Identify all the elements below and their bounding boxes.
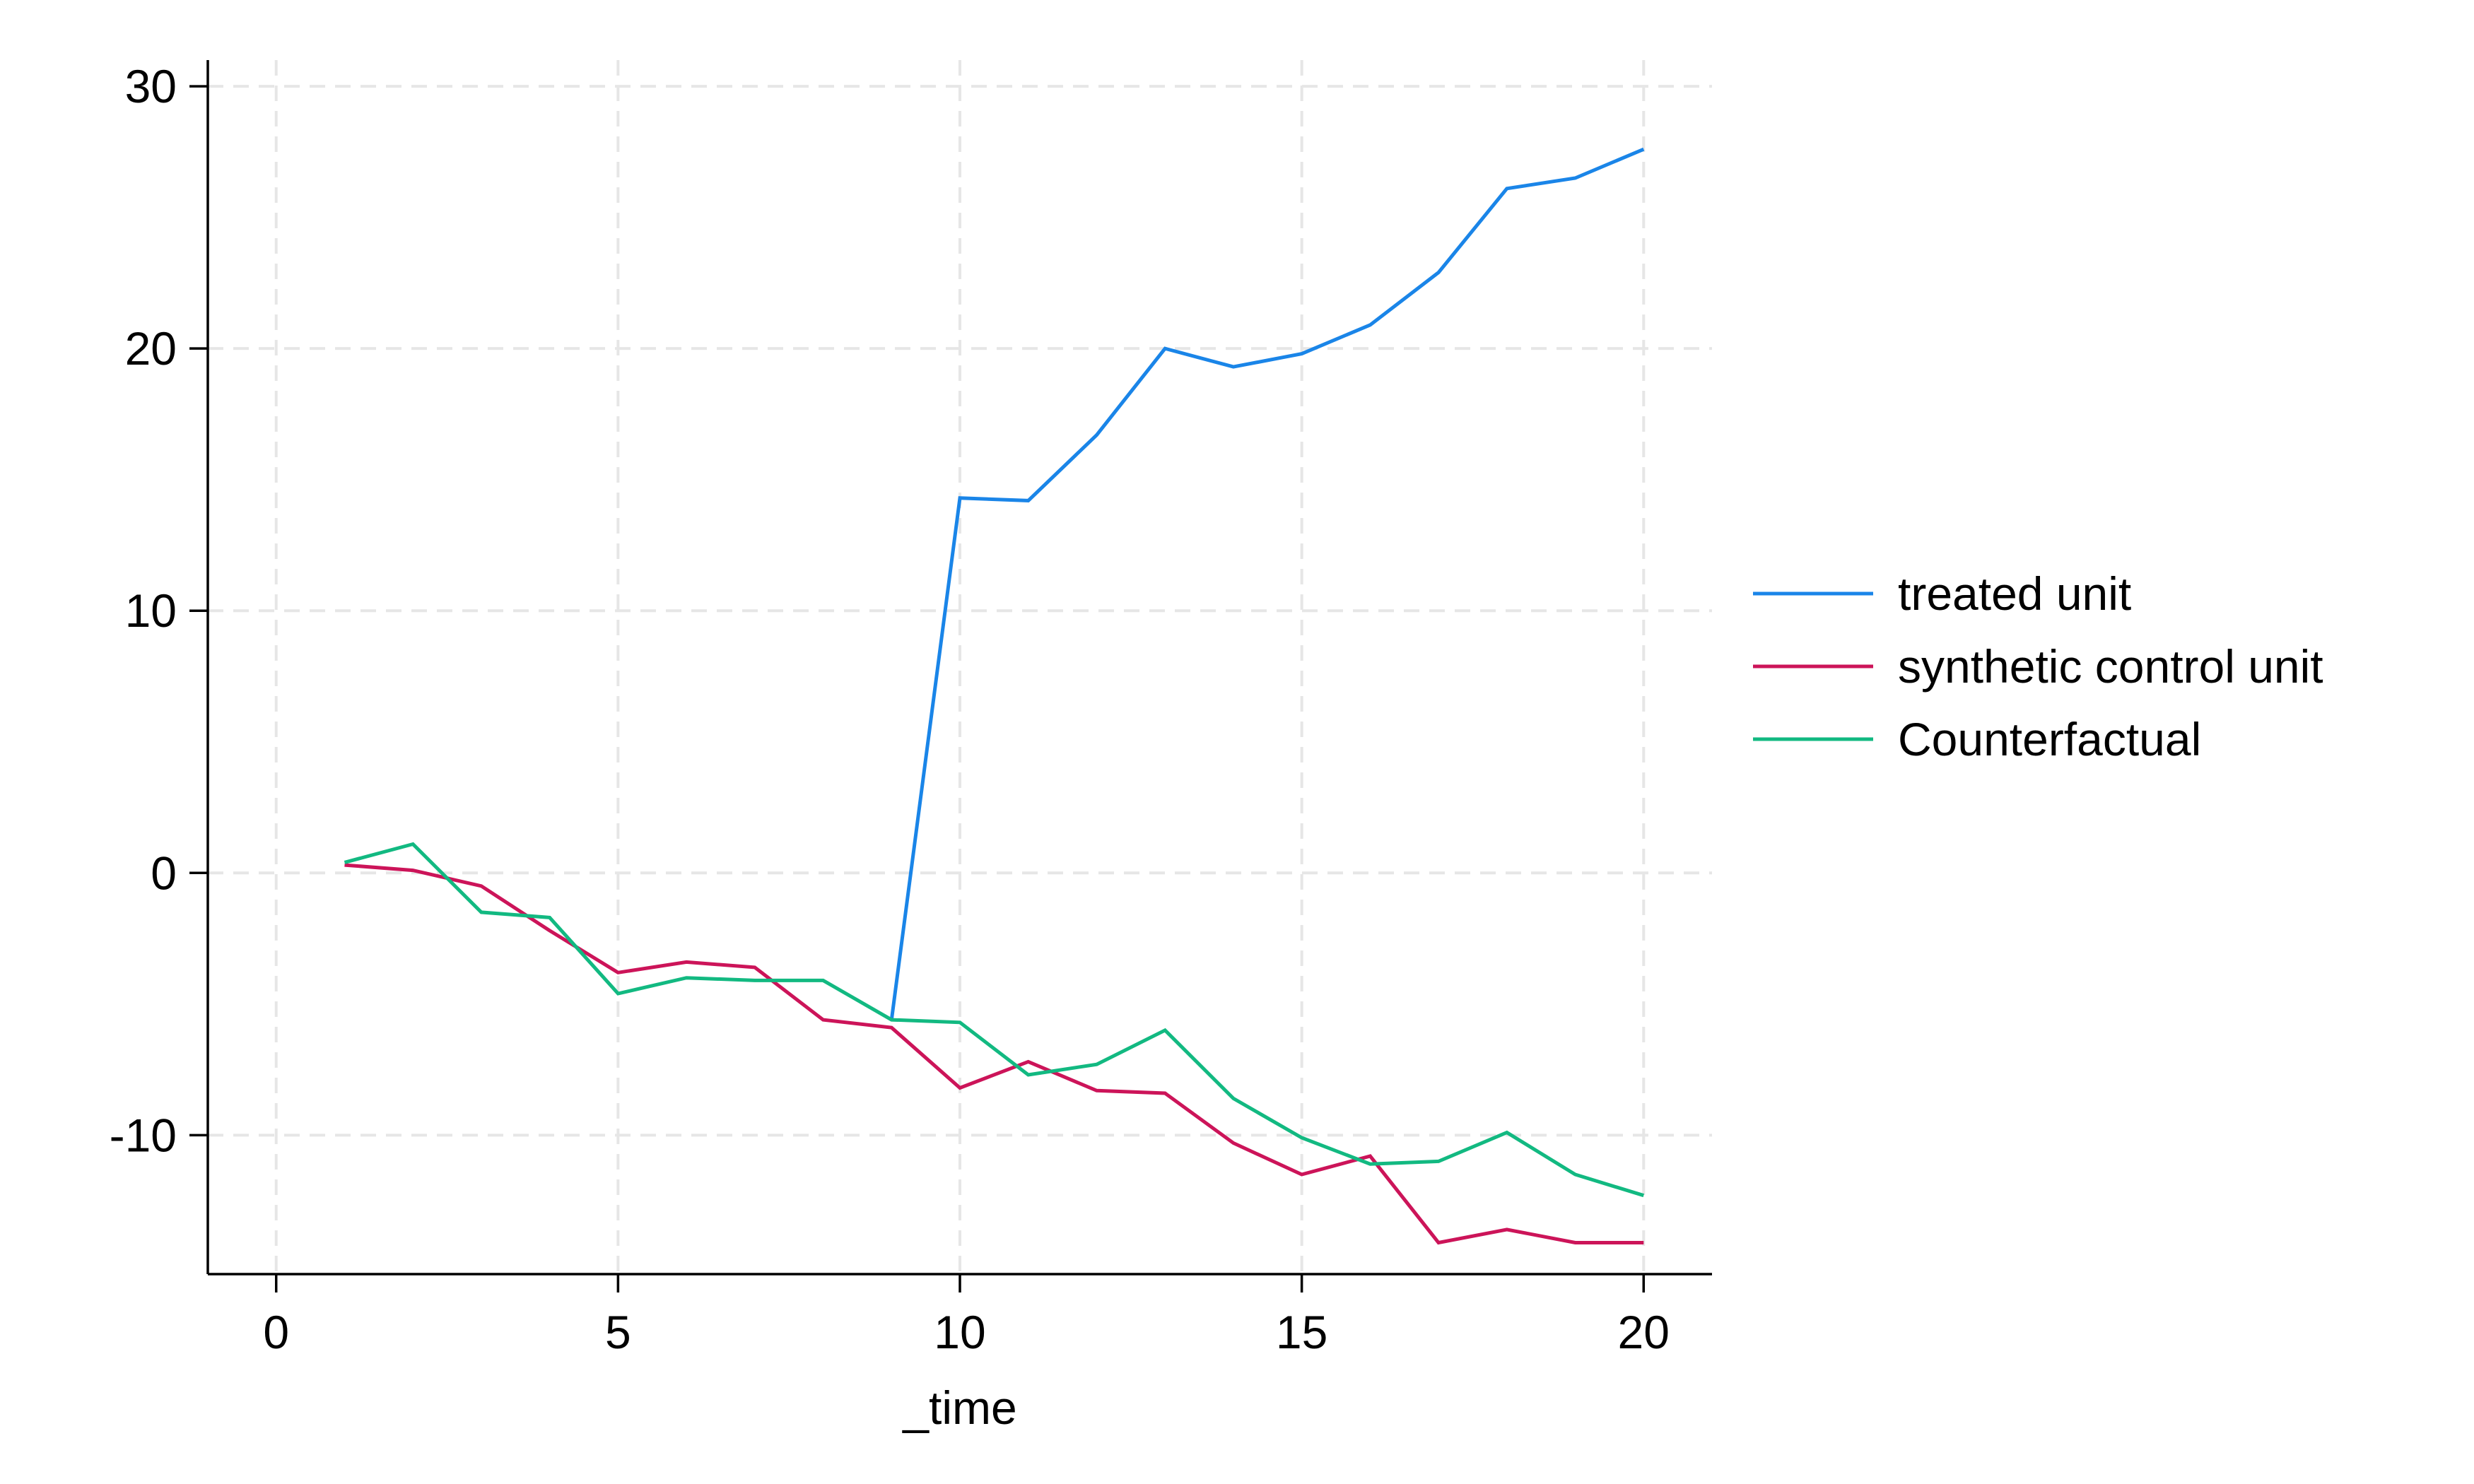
legend-label-0: treated unit	[1898, 567, 2131, 620]
x-tick-label-2: 10	[934, 1306, 985, 1358]
x-tick-label-3: 15	[1276, 1306, 1327, 1358]
tick-labels: 0 5 10 15 20 -10 0 10 20 30	[110, 60, 1670, 1358]
x-tick-label-0: 0	[263, 1306, 289, 1358]
x-tick-label-4: 20	[1618, 1306, 1670, 1358]
x-tick-label-1: 5	[605, 1306, 631, 1358]
y-tick-label-0: -10	[110, 1109, 177, 1161]
x-axis-title: _time	[902, 1382, 1016, 1434]
y-tick-label-2: 10	[125, 584, 177, 637]
y-tick-label-3: 20	[125, 322, 177, 375]
grid-lines	[208, 60, 1712, 1274]
series-line-treated-unit	[889, 147, 1645, 1020]
y-tick-label-4: 30	[125, 60, 177, 112]
series-line-counterfactual	[344, 842, 1645, 1198]
series-line-synthetic-control-unit	[344, 863, 1644, 1245]
legend-label-2: Counterfactual	[1898, 713, 2201, 765]
legend: treated unit synthetic control unit Counte…	[1753, 567, 2323, 765]
y-tick-label-1: 0	[151, 847, 177, 899]
series-lines	[344, 147, 1645, 1245]
legend-label-1: synthetic control unit	[1898, 640, 2323, 693]
